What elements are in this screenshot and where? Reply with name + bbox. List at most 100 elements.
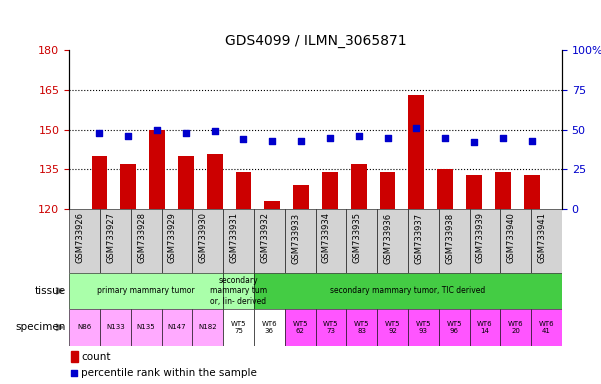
Text: WT6
14: WT6 14 <box>477 321 493 334</box>
Bar <box>285 209 316 273</box>
Bar <box>223 309 254 346</box>
Bar <box>293 185 309 209</box>
Point <box>527 138 537 144</box>
Bar <box>131 309 162 346</box>
Point <box>412 125 421 131</box>
Point <box>152 126 162 132</box>
Bar <box>439 209 469 273</box>
Point <box>70 370 79 376</box>
Bar <box>254 209 285 273</box>
Text: GSM733940: GSM733940 <box>507 212 516 263</box>
Text: GSM733931: GSM733931 <box>230 212 239 263</box>
Bar <box>377 309 408 346</box>
Bar <box>377 209 408 273</box>
Bar <box>254 273 562 309</box>
Bar <box>149 129 165 209</box>
Text: WT5
62: WT5 62 <box>292 321 308 334</box>
Bar <box>409 95 424 209</box>
Text: WT5
96: WT5 96 <box>447 321 462 334</box>
Bar <box>100 309 131 346</box>
Bar <box>531 209 562 273</box>
Point <box>383 134 392 141</box>
Bar <box>408 309 439 346</box>
Text: GSM733929: GSM733929 <box>168 212 177 263</box>
Bar <box>351 164 367 209</box>
Bar <box>285 309 316 346</box>
Bar <box>316 309 346 346</box>
Title: GDS4099 / ILMN_3065871: GDS4099 / ILMN_3065871 <box>225 33 406 48</box>
Text: GSM733941: GSM733941 <box>537 212 546 263</box>
Bar <box>531 309 562 346</box>
Point <box>325 134 335 141</box>
Bar <box>408 209 439 273</box>
Text: GSM733935: GSM733935 <box>353 212 362 263</box>
Bar <box>438 169 453 209</box>
Bar <box>523 175 540 209</box>
Point <box>498 134 508 141</box>
Text: GSM733933: GSM733933 <box>291 212 300 263</box>
Bar <box>322 172 338 209</box>
Point <box>181 130 191 136</box>
Bar <box>236 172 251 209</box>
Bar <box>162 209 192 273</box>
Point <box>267 138 277 144</box>
Bar <box>69 309 100 346</box>
Point <box>469 139 479 146</box>
Text: secondary mammary tumor, TIC derived: secondary mammary tumor, TIC derived <box>331 286 486 295</box>
Text: WT5
93: WT5 93 <box>415 321 431 334</box>
Bar <box>501 309 531 346</box>
Point <box>210 128 219 134</box>
Bar <box>69 273 223 309</box>
Bar <box>223 209 254 273</box>
Bar <box>131 209 162 273</box>
Bar <box>501 209 531 273</box>
Text: primary mammary tumor: primary mammary tumor <box>97 286 195 295</box>
Bar <box>192 309 223 346</box>
Point <box>239 136 248 142</box>
Text: GSM733934: GSM733934 <box>322 212 331 263</box>
Bar <box>346 209 377 273</box>
Text: WT5
73: WT5 73 <box>323 321 339 334</box>
Point <box>441 134 450 141</box>
Text: GSM733938: GSM733938 <box>445 212 454 263</box>
Text: GSM733930: GSM733930 <box>199 212 208 263</box>
Bar <box>264 201 280 209</box>
Text: specimen: specimen <box>16 322 66 333</box>
Bar <box>495 172 511 209</box>
Text: WT6
20: WT6 20 <box>508 321 523 334</box>
Bar <box>120 164 136 209</box>
Text: N147: N147 <box>168 324 186 330</box>
Text: GSM733937: GSM733937 <box>414 212 423 263</box>
Text: percentile rank within the sample: percentile rank within the sample <box>81 368 257 378</box>
Text: GSM733928: GSM733928 <box>137 212 146 263</box>
Text: WT5
83: WT5 83 <box>354 321 370 334</box>
Text: N182: N182 <box>198 324 217 330</box>
Text: GSM733932: GSM733932 <box>260 212 269 263</box>
Bar <box>254 309 285 346</box>
Text: WT6
36: WT6 36 <box>261 321 277 334</box>
Text: count: count <box>81 352 111 362</box>
Bar <box>439 309 469 346</box>
Bar <box>71 351 78 362</box>
Text: secondary
mammary tum
or, lin- derived: secondary mammary tum or, lin- derived <box>210 276 267 306</box>
Bar <box>316 209 346 273</box>
Bar <box>100 209 131 273</box>
Bar <box>192 209 223 273</box>
Text: GSM733926: GSM733926 <box>76 212 85 263</box>
Point <box>123 133 133 139</box>
Text: GSM733936: GSM733936 <box>383 212 392 263</box>
Text: GSM733939: GSM733939 <box>476 212 485 263</box>
Bar <box>469 309 501 346</box>
Bar <box>69 209 100 273</box>
Text: WT5
75: WT5 75 <box>231 321 246 334</box>
Point <box>354 133 364 139</box>
Bar <box>178 156 194 209</box>
Bar <box>162 309 192 346</box>
Text: N135: N135 <box>137 324 156 330</box>
Text: WT5
92: WT5 92 <box>385 321 400 334</box>
Text: N133: N133 <box>106 324 124 330</box>
Text: WT6
41: WT6 41 <box>538 321 554 334</box>
Text: tissue: tissue <box>35 286 66 296</box>
Bar <box>466 175 482 209</box>
Bar <box>223 273 254 309</box>
